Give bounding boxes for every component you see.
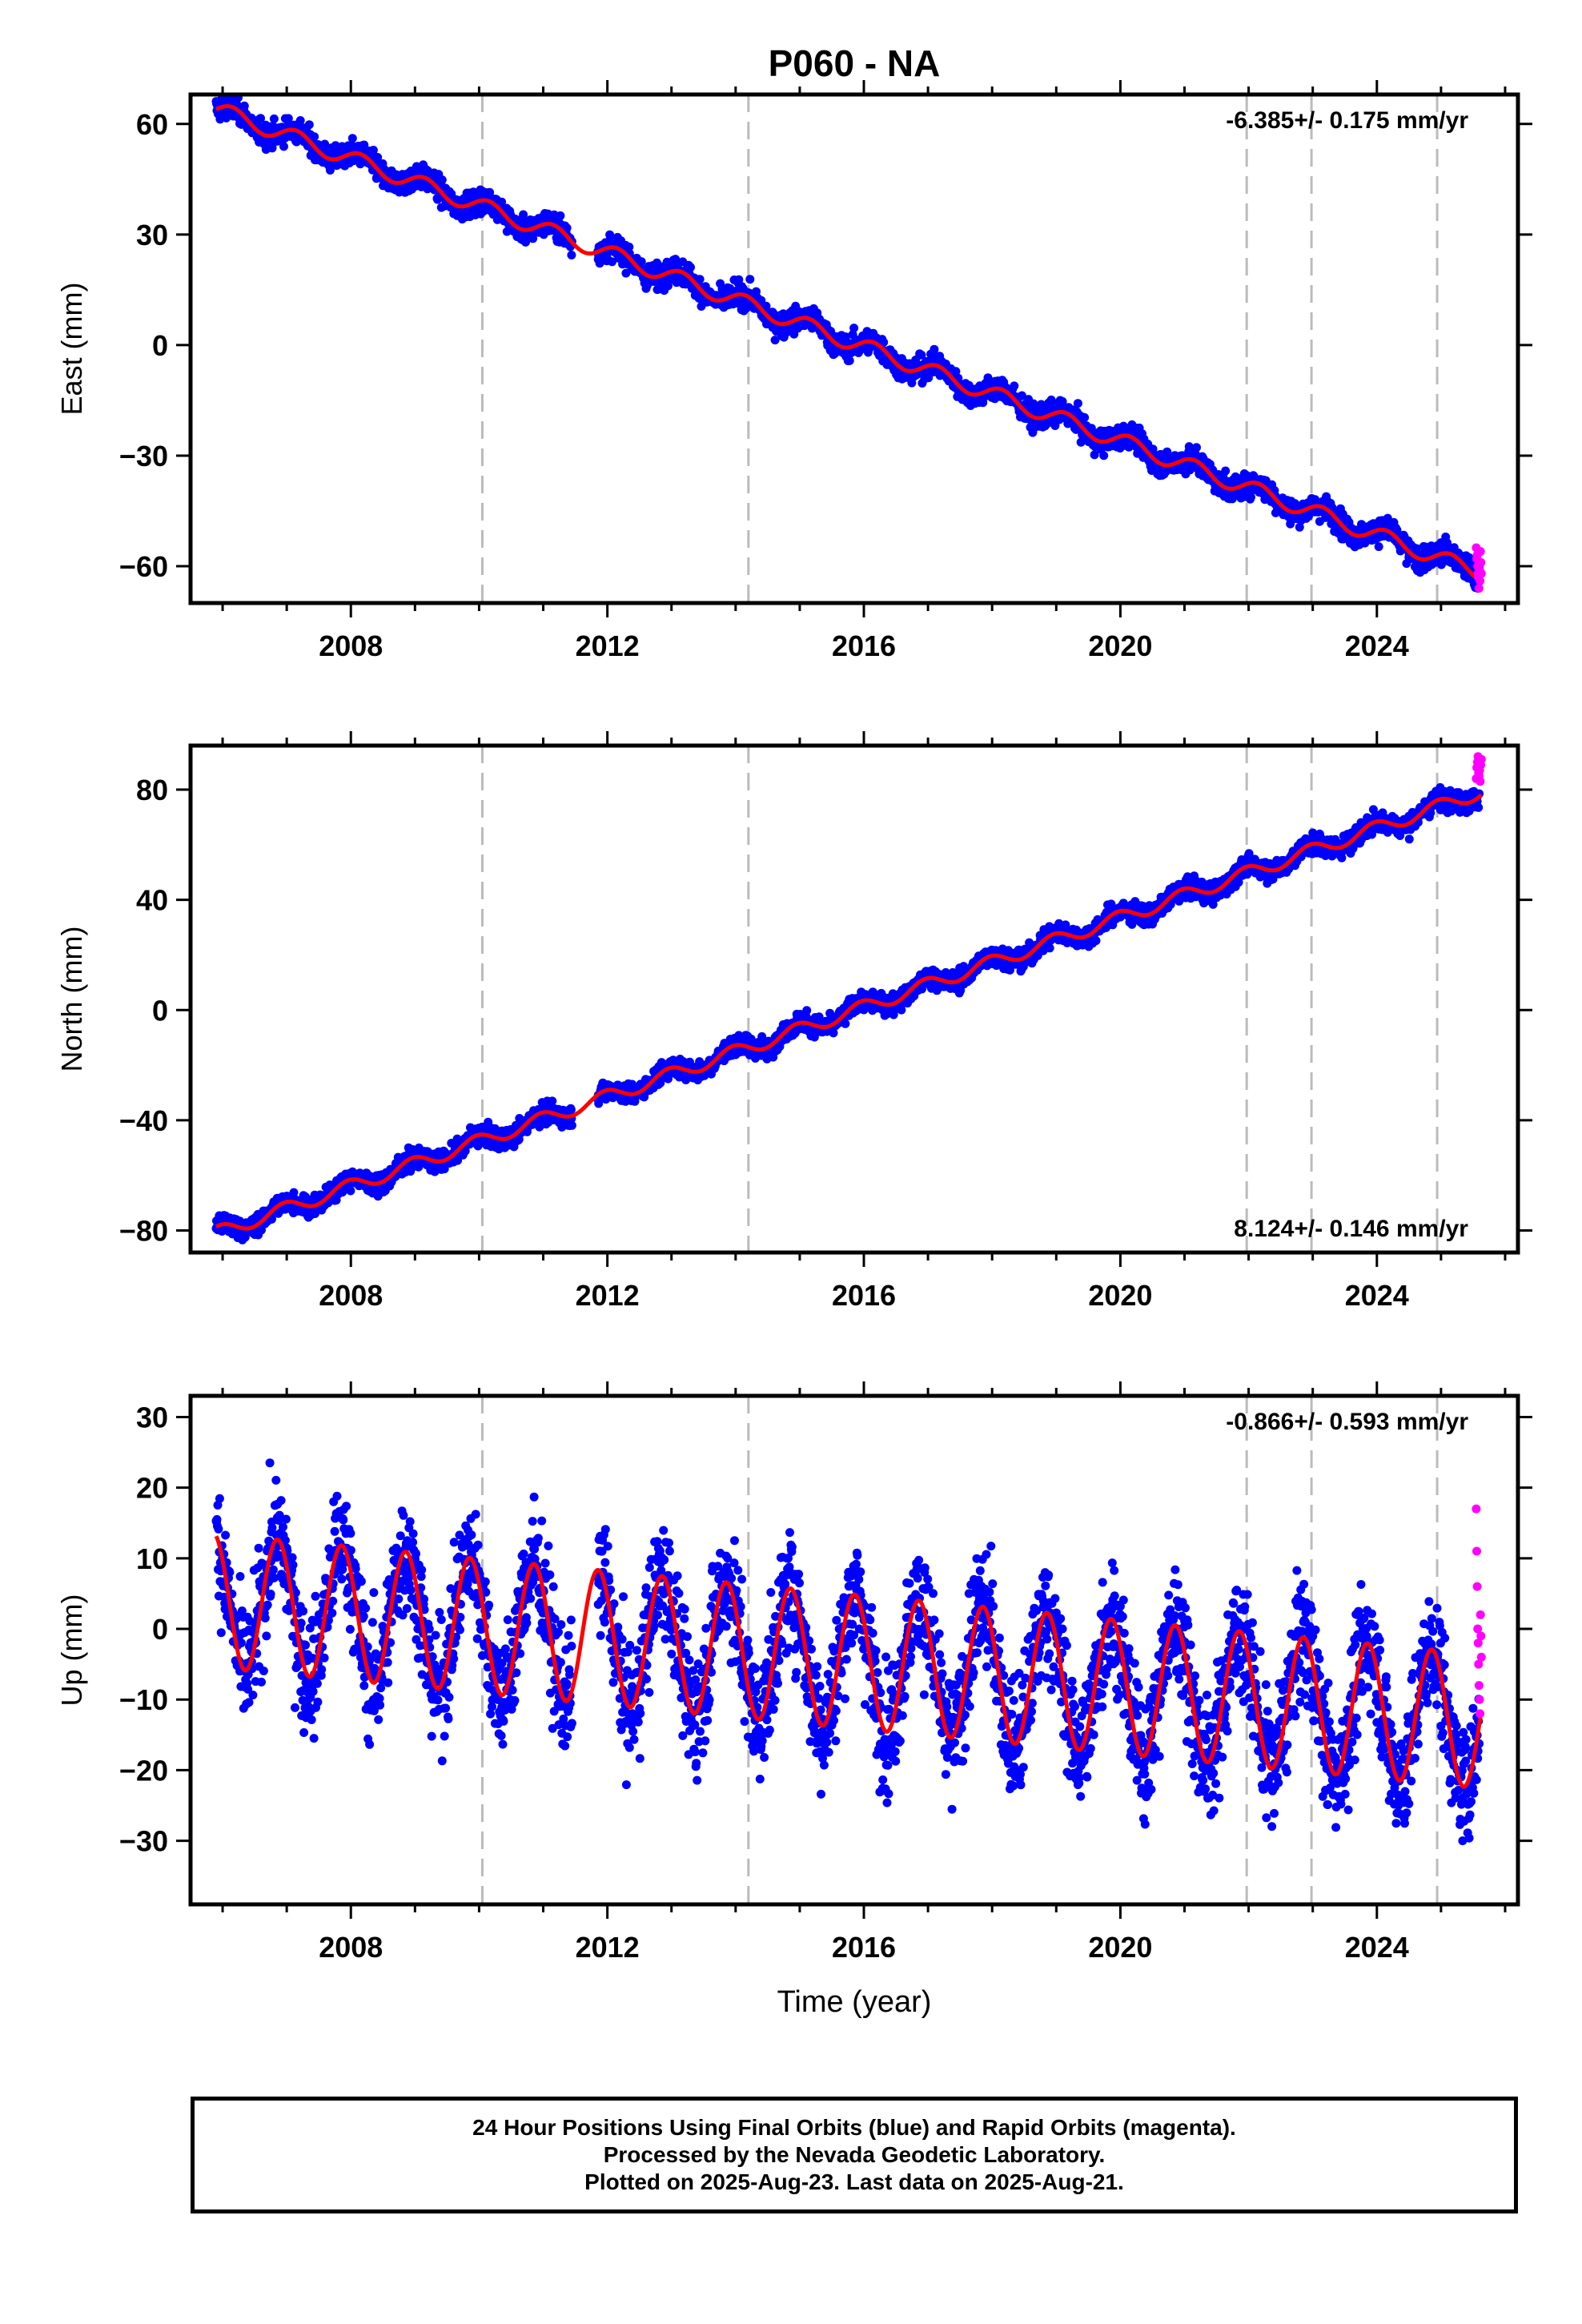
final-orbit-point — [519, 210, 528, 219]
final-orbit-point — [320, 139, 330, 149]
y-tick-label: 60 — [136, 108, 168, 141]
plot-area — [211, 746, 1486, 1252]
final-orbit-point — [1080, 412, 1090, 422]
final-orbit-point — [752, 287, 761, 296]
final-orbit-point — [346, 1186, 355, 1196]
rapid-orbit-point — [1476, 547, 1485, 557]
y-axis-label: East (mm) — [55, 283, 88, 416]
x-tick-label: 2008 — [319, 629, 383, 662]
final-orbit-point — [373, 153, 383, 162]
final-orbit-point — [562, 223, 572, 233]
y-tick-label: −60 — [119, 550, 168, 583]
y-tick-label: −30 — [119, 440, 168, 472]
plot-area — [211, 94, 1486, 603]
final-orbit-point — [304, 120, 314, 130]
panels-group: −60 −30 0 30 60 2008 2012 2016 2020 2024 East (mm)… — [55, 80, 1532, 1964]
y-tick-label: 30 — [136, 219, 168, 251]
final-orbit-point — [595, 259, 604, 268]
final-orbit-point — [256, 114, 265, 123]
final-orbit-point — [841, 1019, 850, 1028]
final-orbit-point — [695, 275, 705, 284]
final-orbit-point — [1221, 466, 1231, 476]
x-tick-label: 2016 — [832, 629, 896, 662]
final-orbit-point — [497, 197, 507, 207]
final-orbit-point — [556, 211, 565, 220]
final-orbit-point — [802, 1006, 812, 1015]
final-orbit-point — [930, 344, 939, 354]
final-orbit-point — [310, 132, 319, 142]
final-orbit-point — [879, 337, 889, 347]
final-orbit-point — [548, 1096, 557, 1106]
final-orbit-point — [1099, 451, 1109, 460]
final-orbit-point — [686, 263, 695, 272]
final-orbit-point — [1374, 542, 1383, 552]
final-orbit-point — [624, 242, 634, 251]
final-orbit-point — [636, 257, 646, 267]
x-tick-label: 2024 — [1345, 629, 1409, 662]
final-orbit-point — [528, 234, 538, 243]
rate-label: -6.385+/- 0.175 mm/yr — [1226, 107, 1468, 134]
final-orbit-point — [567, 1120, 576, 1130]
final-orbit-point — [347, 134, 357, 143]
x-tick-label: 2012 — [576, 629, 640, 662]
final-orbit-point — [1073, 399, 1082, 408]
final-orbit-point — [368, 146, 378, 155]
rapid-orbit-point — [1476, 569, 1486, 578]
final-orbit-point — [521, 237, 530, 247]
final-orbit-point — [1192, 443, 1201, 452]
final-orbit-point — [437, 175, 447, 185]
final-orbit-point — [849, 324, 859, 333]
final-orbit-point — [567, 251, 576, 259]
final-orbit-point — [770, 336, 780, 345]
final-orbit-point — [283, 114, 293, 123]
final-orbit-points — [211, 94, 1484, 593]
rapid-orbit-point — [1476, 576, 1485, 585]
final-orbit-point — [279, 142, 288, 151]
final-orbit-point — [734, 275, 744, 284]
final-orbit-point — [608, 257, 616, 267]
rapid-orbit-point — [1476, 557, 1486, 567]
final-orbit-point — [1010, 381, 1019, 391]
final-orbit-point — [239, 101, 249, 111]
final-orbit-point — [845, 356, 854, 365]
chart-title: P060 - NA — [769, 42, 941, 84]
y-tick-label: 0 — [152, 329, 168, 362]
final-orbit-point — [917, 350, 926, 360]
panel-east: −60 −30 0 30 60 2008 2012 2016 2020 2024 East (mm)… — [55, 80, 1532, 662]
x-tick-label: 2020 — [1088, 629, 1152, 662]
final-orbit-point — [269, 114, 279, 123]
final-orbit-point — [745, 275, 755, 284]
final-orbit-point — [295, 116, 305, 125]
